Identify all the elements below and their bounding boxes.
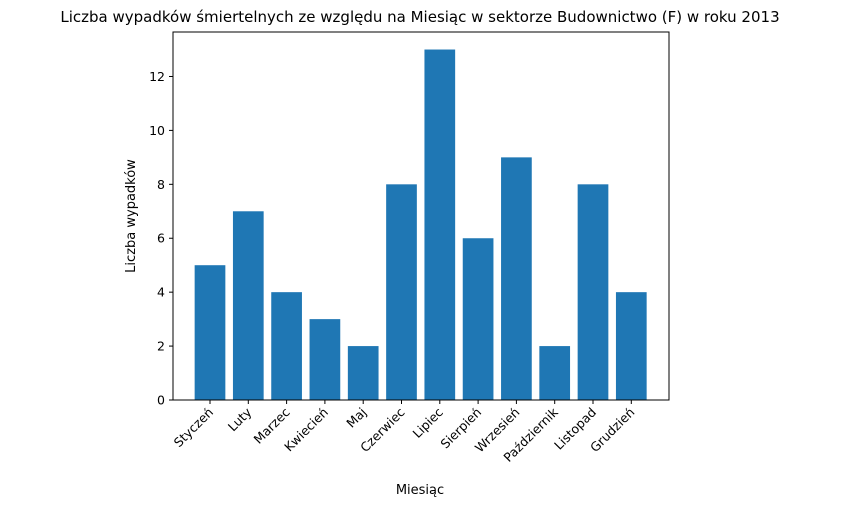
bar-10 [577, 184, 609, 400]
y-tick-label-3: 6 [157, 231, 165, 246]
y-axis-label: Liczba wypadków [124, 159, 139, 273]
y-tick-label-2: 4 [157, 285, 165, 300]
x-tick-label-6: Lipiec [410, 404, 446, 440]
y-tick-label-0: 0 [157, 393, 165, 408]
plot-frame [172, 31, 670, 401]
bar-0 [194, 265, 226, 400]
bar-1 [232, 211, 264, 400]
bar-5 [386, 184, 417, 400]
chart-title: Liczba wypadków śmiertelnych ze względu … [60, 8, 779, 26]
x-axis-label: Miesiąc [396, 483, 444, 498]
bar-7 [462, 238, 494, 400]
y-tick-label-4: 8 [157, 177, 165, 192]
y-tick-label-6: 12 [149, 69, 165, 84]
bars-group [194, 49, 647, 401]
bar-8 [501, 157, 532, 400]
bar-6 [424, 49, 456, 401]
bar-9 [539, 346, 571, 400]
x-tick-label-4: Maj [343, 405, 369, 431]
bar-2 [271, 292, 302, 400]
x-tick-label-1: Luty [225, 404, 255, 434]
y-axis: 0 2 4 6 8 10 12 [149, 69, 173, 408]
bar-4 [347, 346, 379, 400]
y-tick-label-5: 10 [149, 123, 165, 138]
bar-3 [309, 319, 341, 400]
bar-11 [615, 292, 647, 400]
x-tick-label-0: Styczeń [171, 405, 216, 450]
y-tick-label-1: 2 [157, 339, 165, 354]
